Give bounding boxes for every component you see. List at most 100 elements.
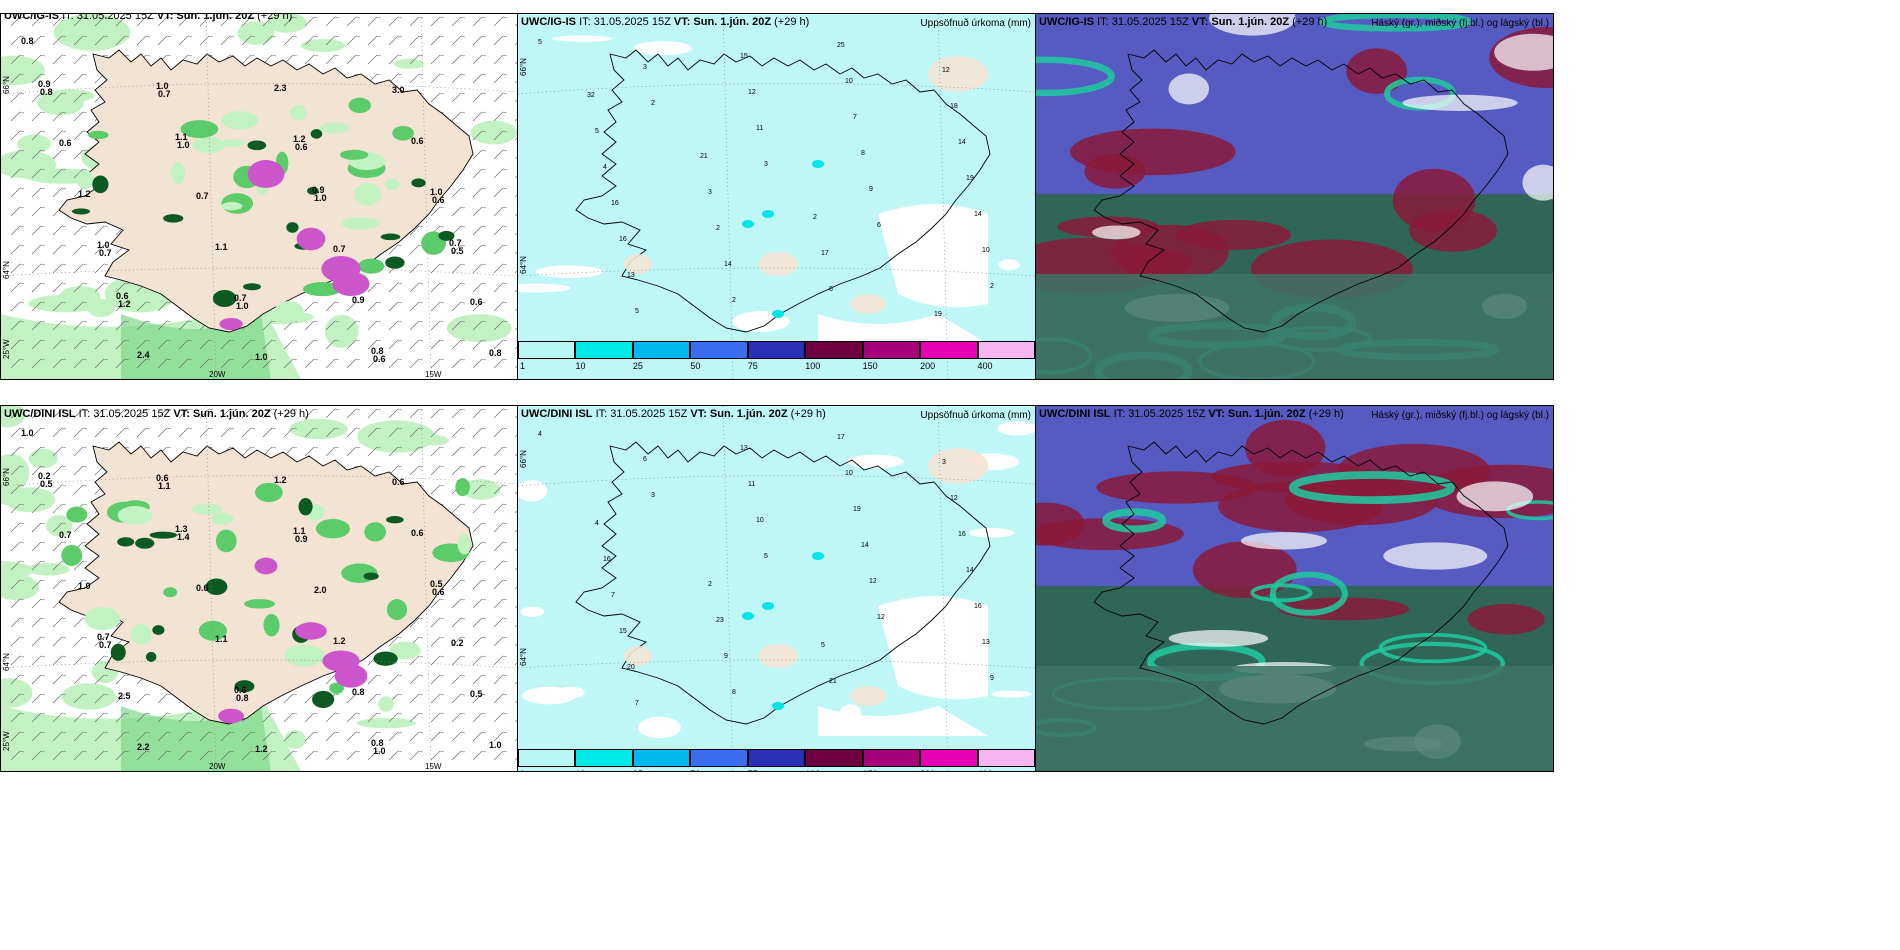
wind-barb-flag bbox=[334, 339, 340, 342]
wind-barb bbox=[31, 693, 42, 704]
precip-value-label: 2 bbox=[708, 581, 712, 588]
wind-barb bbox=[52, 54, 63, 65]
wind-barb bbox=[367, 35, 378, 46]
wind-barb bbox=[73, 168, 84, 179]
wind-barb-flag bbox=[376, 750, 382, 753]
wind-barb-flag bbox=[481, 560, 487, 563]
wind-barb-flag bbox=[355, 712, 361, 715]
wind-barb-flag bbox=[271, 750, 277, 753]
wind-barb-flag bbox=[61, 358, 67, 361]
precip-area bbox=[198, 620, 227, 641]
legend-swatch bbox=[805, 341, 863, 359]
wind-barb-flag bbox=[481, 92, 487, 95]
precip-value-label: 10 bbox=[756, 517, 764, 524]
wind-barb-flag bbox=[481, 320, 487, 323]
lon-line bbox=[205, 406, 217, 771]
precip-area bbox=[446, 314, 512, 343]
clear-sky-area bbox=[1168, 73, 1210, 105]
cloud-map-top bbox=[1036, 14, 1553, 379]
precip-area bbox=[289, 418, 348, 440]
precip-value-label: 19 bbox=[934, 311, 942, 318]
precip-area bbox=[215, 529, 237, 553]
wind-barb-flag bbox=[187, 750, 193, 753]
clear-sky-area bbox=[1168, 629, 1269, 647]
wind-barb bbox=[451, 465, 462, 476]
wind-barb-flag bbox=[292, 339, 298, 342]
wind-barb-flag bbox=[271, 339, 277, 342]
wind-barb bbox=[10, 750, 21, 761]
wind-barb-flag bbox=[418, 54, 424, 57]
wind-barb bbox=[136, 408, 147, 419]
wind-barb-flag bbox=[481, 54, 487, 57]
wind-barb bbox=[10, 465, 21, 476]
lon-line bbox=[420, 406, 432, 771]
wind-barb bbox=[472, 206, 483, 217]
iceland-coastline bbox=[575, 49, 991, 333]
wind-barb-flag bbox=[481, 617, 487, 620]
wind-barb bbox=[304, 446, 315, 457]
precip-area bbox=[302, 282, 342, 297]
wind-barb bbox=[73, 693, 84, 704]
wind-barb bbox=[157, 408, 168, 419]
wind-barb bbox=[73, 712, 84, 723]
wind-barb bbox=[283, 16, 294, 27]
wind-barb-flag bbox=[82, 130, 88, 133]
wind-barb-flag bbox=[61, 301, 67, 304]
wind-barb-flag bbox=[502, 522, 508, 525]
wind-value-label: 1.0 bbox=[78, 581, 91, 591]
precip-area bbox=[76, 170, 94, 189]
wind-barb bbox=[73, 16, 84, 27]
wind-barb-flag bbox=[481, 168, 487, 171]
wind-barb bbox=[94, 263, 105, 274]
wind-value-label: 2.0 bbox=[314, 585, 327, 595]
wind-barb bbox=[493, 503, 504, 514]
wind-barb bbox=[73, 187, 84, 198]
wind-barb-flag bbox=[502, 446, 508, 449]
wind-barb-flag bbox=[334, 446, 340, 449]
wind-barb-flag bbox=[355, 446, 361, 449]
wind-barb-flag bbox=[292, 358, 298, 361]
wind-barb-flag bbox=[502, 111, 508, 114]
wind-barb bbox=[52, 339, 63, 350]
wind-barb bbox=[514, 700, 517, 704]
wind-barb-flag bbox=[61, 522, 67, 525]
wind-value-label: 1.0 bbox=[156, 81, 169, 91]
lat-label-64: 64°N bbox=[519, 648, 528, 666]
wind-value-label: 2.4 bbox=[137, 350, 150, 360]
precip-core bbox=[71, 208, 91, 215]
wind-barb-flag bbox=[271, 54, 277, 57]
wind-barb-flag bbox=[40, 446, 46, 449]
wind-barb bbox=[409, 712, 420, 723]
wind-barb-flag bbox=[271, 35, 277, 38]
iceland-coastline bbox=[1093, 49, 1509, 333]
wind-barb bbox=[241, 427, 252, 438]
wind-barb-flag bbox=[166, 320, 172, 323]
mid-cloud-area bbox=[1123, 247, 1192, 278]
precip-area bbox=[47, 89, 95, 102]
wind-barb-flag bbox=[82, 712, 88, 715]
wind-barb bbox=[52, 149, 63, 160]
wind-barb-flag bbox=[355, 693, 361, 696]
wind-barb-flag bbox=[502, 263, 508, 266]
precip-area bbox=[1, 453, 30, 492]
precip-value-label: 3 bbox=[942, 459, 946, 466]
precip-value-label: 23 bbox=[716, 617, 724, 624]
precip-value-label: 3 bbox=[708, 189, 712, 196]
wind-barb bbox=[73, 484, 84, 495]
wind-barb-flag bbox=[187, 731, 193, 734]
land-dry-area bbox=[850, 686, 886, 706]
wind-barb bbox=[472, 617, 483, 628]
wind-barb bbox=[367, 301, 378, 312]
precip-value-label: 16 bbox=[603, 556, 611, 563]
wind-barb bbox=[514, 232, 517, 236]
wind-barb-flag bbox=[250, 731, 256, 734]
wind-barb-flag bbox=[40, 522, 46, 525]
precip-value-label: 17 bbox=[821, 250, 829, 257]
wind-barb-flag bbox=[439, 636, 445, 639]
wind-value-label: 0.6 bbox=[411, 528, 424, 538]
wind-barb-flag bbox=[481, 427, 487, 430]
wind-barb bbox=[430, 54, 441, 65]
wind-barb bbox=[136, 427, 147, 438]
precip-area bbox=[61, 544, 83, 567]
precip-value-label: 18 bbox=[950, 103, 958, 110]
